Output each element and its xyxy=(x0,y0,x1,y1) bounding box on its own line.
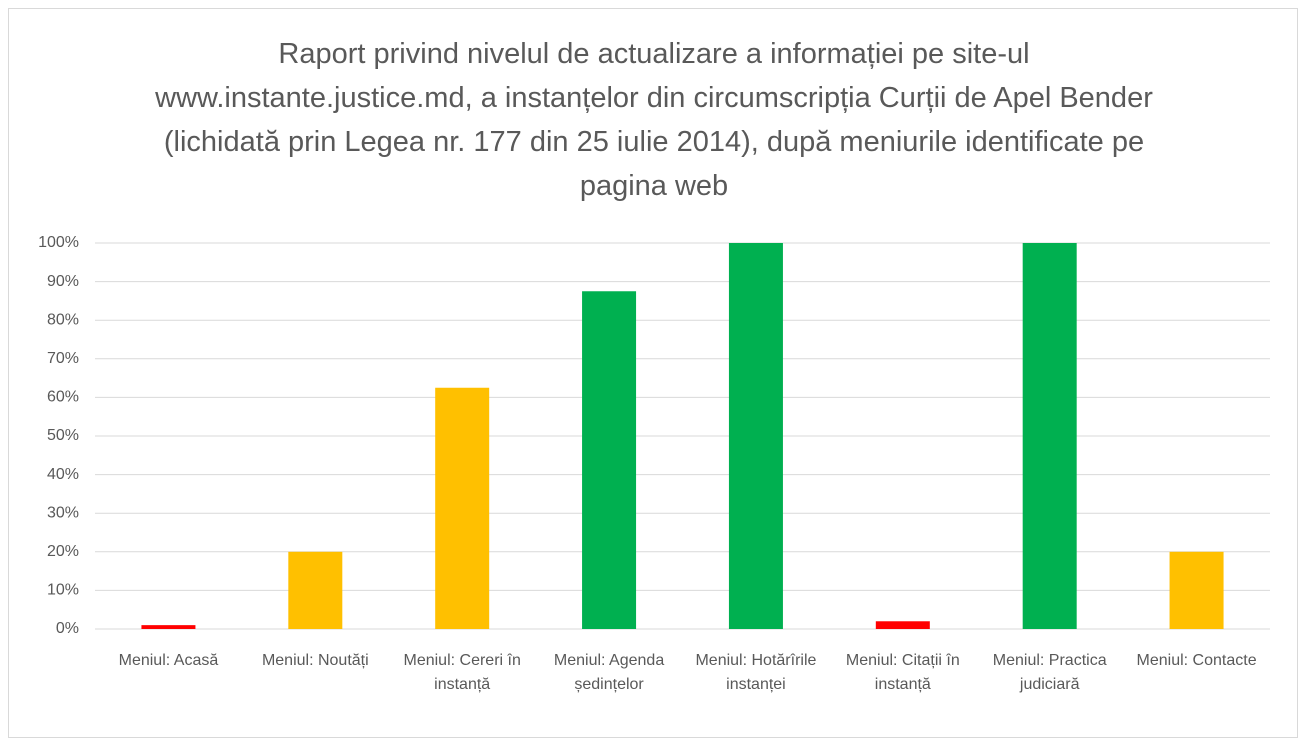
y-tick-label: 50% xyxy=(47,427,79,444)
y-tick-label: 20% xyxy=(47,543,79,560)
bar xyxy=(875,621,930,629)
y-tick-label: 10% xyxy=(47,582,79,599)
x-tick-label: Meniul: Hotărîrile instanței xyxy=(695,652,817,693)
y-tick-label: 40% xyxy=(47,466,79,483)
y-tick-label: 100% xyxy=(38,234,79,251)
bar xyxy=(435,387,490,629)
x-tick-label: Meniul: Noutăți xyxy=(261,652,369,669)
bar xyxy=(141,625,196,629)
y-tick-label: 30% xyxy=(47,504,79,521)
y-tick-label: 60% xyxy=(47,389,79,406)
bar xyxy=(1169,551,1224,629)
x-tick-label: Meniul: Contacte xyxy=(1136,652,1257,669)
y-tick-label: 80% xyxy=(47,311,79,328)
bar xyxy=(582,291,637,629)
bar xyxy=(288,551,343,629)
x-tick-label: Meniul: Citații în instanță xyxy=(845,652,960,693)
bar xyxy=(728,243,783,629)
y-tick-label: 0% xyxy=(56,620,79,637)
bar xyxy=(1022,243,1077,629)
x-tick-label: Meniul: Acasă xyxy=(118,652,219,669)
chart-frame xyxy=(8,8,1298,738)
y-tick-label: 90% xyxy=(47,273,79,290)
x-tick-label: Meniul: Cereri în instanță xyxy=(403,652,521,693)
y-tick-label: 70% xyxy=(47,350,79,367)
x-tick-label: Meniul: Practica judiciară xyxy=(992,652,1107,693)
chart-title: Raport privind nivelul de actualizare a … xyxy=(155,38,1153,202)
x-tick-label: Meniul: Agenda ședințelor xyxy=(553,652,665,693)
